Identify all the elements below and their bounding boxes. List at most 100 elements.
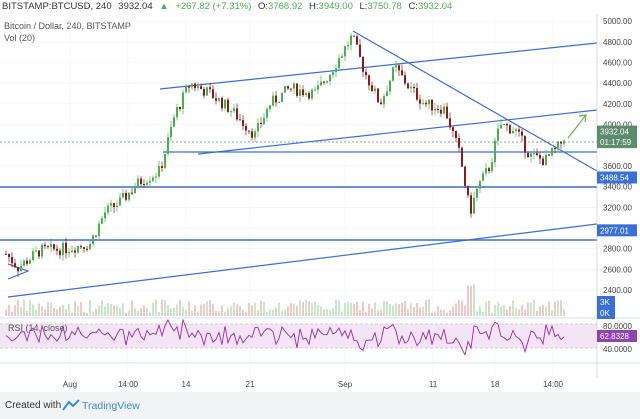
candle-body: [32, 251, 34, 261]
rsi-legend: RSI (14, close): [8, 323, 68, 333]
volume-bar: [11, 311, 13, 316]
candle-body: [149, 180, 151, 183]
volume-bar: [557, 300, 559, 316]
price-change: +267.82 (+7.31%): [175, 1, 252, 12]
rising-support-line: [7, 223, 598, 298]
volume-bar: [404, 300, 406, 316]
volume-bar: [80, 301, 82, 316]
volume-bar: [107, 303, 109, 316]
volume-bar: [341, 311, 343, 316]
volume-bar: [188, 301, 190, 316]
volume-bar: [275, 307, 277, 316]
volume-bar: [389, 304, 391, 316]
candle-body: [230, 111, 232, 113]
candle-body: [266, 108, 268, 118]
candle-body: [323, 81, 325, 83]
candle-body: [233, 108, 235, 112]
volume-bar: [248, 302, 250, 316]
tradingview-logo-icon[interactable]: [62, 398, 80, 412]
volume-bar: [224, 311, 226, 316]
volume-bar: [8, 304, 10, 316]
candle-body: [38, 250, 40, 257]
volume-bar: [332, 308, 334, 316]
price-tag-label: 2977.01: [600, 226, 629, 235]
candle-body: [140, 178, 142, 185]
candle-body: [275, 95, 277, 103]
candle-body: [56, 248, 58, 251]
candle-body: [326, 81, 328, 83]
low-label: L:: [359, 1, 368, 12]
candle-body: [401, 70, 403, 76]
volume-bar: [371, 308, 373, 316]
time-tick-label: Aug: [63, 380, 77, 389]
chart-grid: [0, 14, 597, 378]
candle-body: [560, 141, 562, 144]
volume-bar: [29, 300, 31, 316]
candle-body: [350, 35, 352, 46]
candle-body: [377, 88, 379, 103]
candle-body: [248, 130, 250, 132]
time-tick-label: 11: [429, 380, 438, 389]
candle-body: [371, 85, 373, 92]
volume-bar: [32, 304, 34, 316]
volume-bar: [518, 309, 520, 316]
volume-bar: [74, 301, 76, 316]
candle-body: [431, 99, 433, 111]
volume-bar: [482, 311, 484, 316]
candle-body: [347, 45, 349, 47]
candle-body: [212, 89, 214, 99]
volume-tag-label: 0K: [600, 309, 610, 318]
high-value: 3949.00: [318, 1, 353, 12]
volume-bar: [554, 301, 556, 316]
volume-bar: [218, 311, 220, 316]
candle-body: [182, 92, 184, 110]
candle-body: [488, 168, 490, 171]
candle-body: [134, 187, 136, 194]
volume-bar: [539, 306, 541, 316]
volume-bar: [548, 301, 550, 316]
candle-body: [509, 125, 511, 134]
volume-bar: [251, 305, 253, 316]
candle-body: [236, 108, 238, 120]
candle-body: [257, 122, 259, 132]
candle-body: [443, 106, 445, 114]
volume-bar: [353, 304, 355, 316]
candle-body: [335, 68, 337, 73]
candle-body: [539, 154, 541, 159]
volume-bar: [86, 312, 88, 316]
tradingview-brand-link[interactable]: TradingView: [82, 400, 140, 412]
candle-body: [239, 119, 241, 121]
price-tick-label: 3200.00: [603, 203, 632, 212]
candle-body: [434, 109, 436, 111]
candle-body: [50, 243, 52, 248]
volume-bar: [317, 304, 319, 316]
candle-body: [407, 83, 409, 89]
volume-bar: [281, 310, 283, 316]
price-tick-label: 2400.00: [603, 286, 632, 295]
candle-body: [62, 242, 64, 256]
candle-body: [164, 153, 166, 169]
candle-body: [98, 223, 100, 237]
channel-lower-trendline: [197, 109, 598, 155]
time-tick-label: 14:00: [543, 380, 564, 389]
candle-body: [107, 205, 109, 213]
candle-body: [530, 153, 532, 158]
candle-body: [344, 46, 346, 57]
high-label: H:: [309, 1, 319, 12]
candle-body: [221, 97, 223, 109]
volume-bar: [440, 309, 442, 316]
volume-bar: [146, 307, 148, 316]
descending-resistance-line: [352, 30, 598, 172]
volume-bar: [419, 307, 421, 316]
price-tag-label: 3932.04: [600, 128, 629, 137]
volume-bar: [110, 304, 112, 316]
price-chart[interactable]: RSI (14, close) 5000.00 4800.00 4600.00 440…: [0, 14, 640, 392]
volume-bar: [212, 304, 214, 316]
volume-bar: [35, 309, 37, 316]
candle-body: [113, 203, 115, 207]
candle-body: [209, 87, 211, 90]
volume-bar: [179, 300, 181, 316]
last-price: 3932.04: [118, 1, 153, 12]
volume-bar: [512, 300, 514, 316]
volume-bar: [167, 304, 169, 316]
